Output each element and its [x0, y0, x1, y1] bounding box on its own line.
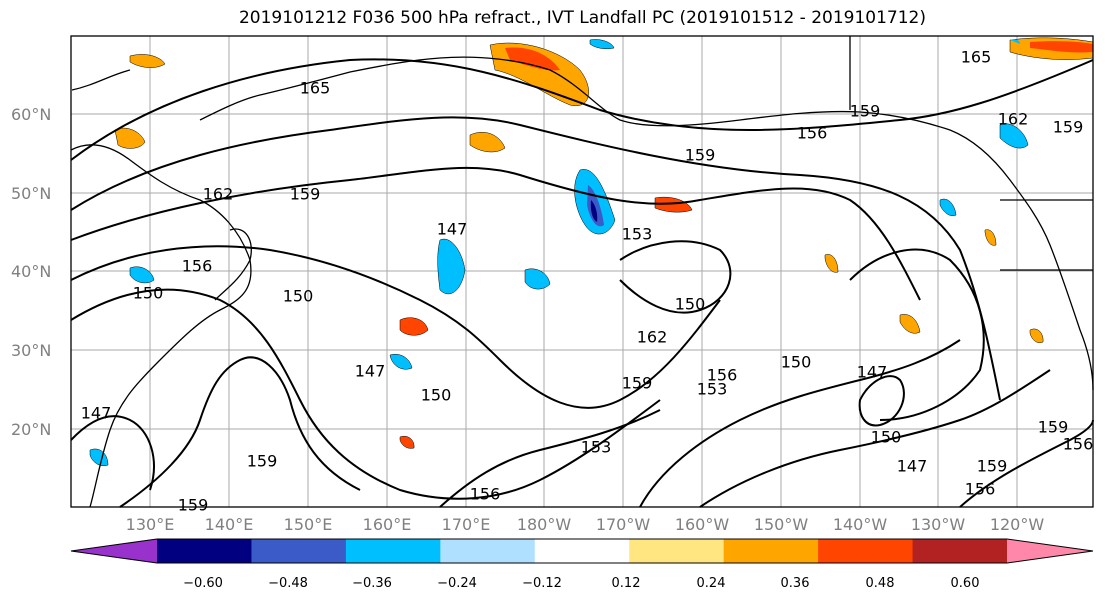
- colorbar-extend-right: [1007, 539, 1093, 563]
- colorbar-ticks: −0.60 −0.48 −0.36 −0.24 −0.12 0.12 0.24 …: [183, 576, 979, 591]
- contour-label: 156: [470, 485, 501, 504]
- lon-label: 130°W: [911, 515, 966, 534]
- contour-label: 147: [355, 362, 386, 381]
- lat-label: 40°N: [11, 262, 51, 281]
- height-contours: [70, 58, 1094, 508]
- contour-label: 147: [81, 404, 112, 423]
- colorbar-segment: [818, 539, 914, 563]
- contour-label: 150: [421, 386, 452, 405]
- colorbar-tick-label: −0.48: [268, 576, 308, 591]
- contour-label: 156: [1063, 435, 1094, 454]
- map-plot-area: 165 162 159 156 150 147 153 159 156 150 …: [70, 35, 1094, 515]
- contour-label: 147: [897, 457, 928, 476]
- contour-label: 159: [685, 146, 716, 165]
- lon-label: 160°E: [363, 515, 412, 534]
- shaded-anomalies: [89, 37, 1094, 466]
- contour-label: 150: [871, 428, 902, 447]
- colorbar-tick-label: 0.24: [697, 576, 726, 591]
- contour-label: 159: [1053, 118, 1084, 137]
- lat-label: 30°N: [11, 341, 51, 360]
- contour-label: 150: [781, 353, 812, 372]
- colorbar-segment: [629, 539, 725, 563]
- lon-label: 160°W: [675, 515, 730, 534]
- lon-label: 150°W: [754, 515, 809, 534]
- colorbar-segment: [440, 539, 536, 563]
- graticule: [71, 36, 1093, 507]
- contour-label: 159: [178, 496, 209, 515]
- lon-label: 140°W: [833, 515, 888, 534]
- map-title: 2019101212 F036 500 hPa refract., IVT La…: [238, 8, 926, 28]
- coastlines: [70, 36, 1094, 508]
- contour-label: 159: [1038, 418, 1069, 437]
- colorbar-tick-label: −0.12: [522, 576, 562, 591]
- contour-label: 150: [675, 295, 706, 314]
- lon-label: 130°E: [126, 515, 175, 534]
- contour-label: 150: [133, 284, 164, 303]
- colorbar-segment: [912, 539, 1008, 563]
- colorbar-segment: [723, 539, 819, 563]
- colorbar-tick-label: −0.60: [183, 576, 223, 591]
- map-frame: [70, 35, 1094, 508]
- colorbar-tick-label: 0.12: [612, 576, 641, 591]
- contour-labels: 165 162 159 156 150 147 153 159 156 150 …: [81, 48, 1094, 515]
- lat-label: 60°N: [11, 105, 51, 124]
- contour-label: 153: [622, 225, 653, 244]
- colorbar-tick-label: 0.60: [951, 576, 980, 591]
- contour-label: 153: [581, 438, 612, 457]
- contour-label: 159: [290, 185, 321, 204]
- latitude-labels: 60°N 50°N 40°N 30°N 20°N: [11, 105, 51, 439]
- colorbar-tick-label: −0.24: [437, 576, 477, 591]
- colorbar-segment: [345, 539, 441, 563]
- lon-label: 150°E: [284, 515, 333, 534]
- lon-label: 170°E: [442, 515, 491, 534]
- lon-label: 180°W: [517, 515, 572, 534]
- contour-label: 159: [247, 452, 278, 471]
- colorbar-extend-left: [71, 539, 157, 563]
- colorbar: −0.60 −0.48 −0.36 −0.24 −0.12 0.12 0.24 …: [70, 538, 1094, 591]
- colorbar-outline: [70, 538, 1094, 564]
- contour-label: 162: [998, 110, 1029, 129]
- lat-label: 20°N: [11, 420, 51, 439]
- lon-label: 140°E: [205, 515, 254, 534]
- contour-label: 159: [977, 457, 1008, 476]
- colorbar-segment: [251, 539, 347, 563]
- contour-label: 162: [203, 185, 234, 204]
- colorbar-tick-label: 0.48: [866, 576, 895, 591]
- contour-label: 156: [182, 257, 213, 276]
- contour-label: 153: [697, 380, 728, 399]
- contour-label: 162: [637, 328, 668, 347]
- colorbar-segment: [157, 539, 252, 563]
- colorbar-tick-label: −0.36: [352, 576, 392, 591]
- contour-label: 150: [283, 287, 314, 306]
- contour-label: 147: [857, 363, 888, 382]
- longitude-labels: 130°E 140°E 150°E 160°E 170°E 180°W 170°…: [126, 515, 1045, 534]
- contour-label: 159: [622, 374, 653, 393]
- contour-label: 156: [965, 480, 996, 499]
- lon-label: 120°W: [990, 515, 1045, 534]
- contour-label: 165: [300, 79, 331, 98]
- colorbar-tick-label: 0.36: [781, 576, 810, 591]
- colorbar-segments: [70, 538, 1094, 564]
- colorbar-segment: [534, 539, 630, 563]
- contour-label: 165: [961, 48, 992, 67]
- contour-label: 156: [797, 124, 828, 143]
- lon-label: 170°W: [596, 515, 651, 534]
- contour-label: 147: [437, 220, 468, 239]
- contour-label: 159: [850, 102, 881, 121]
- lat-label: 50°N: [11, 184, 51, 203]
- contour-label: 156: [707, 366, 738, 385]
